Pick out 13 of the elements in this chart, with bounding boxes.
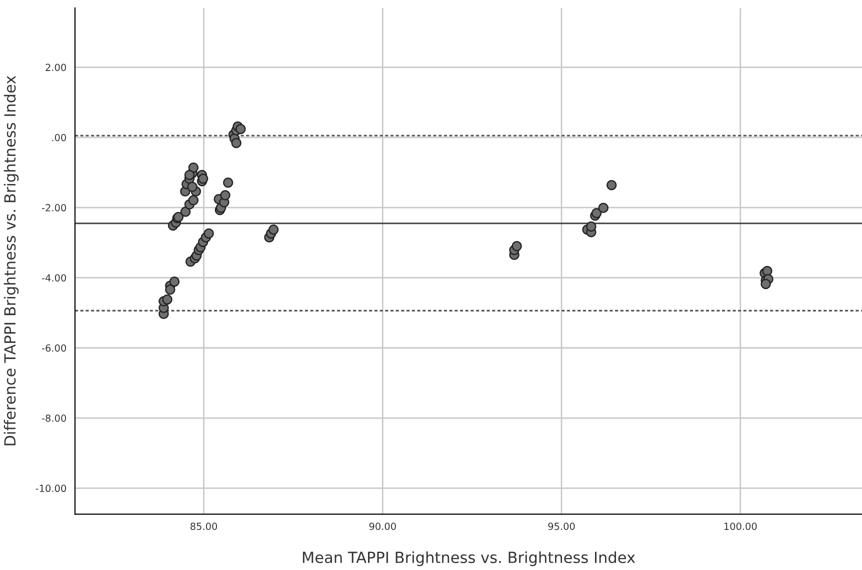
y-tick-label: .00 (52, 134, 66, 142)
y-tick-label: -2.00 (42, 204, 66, 212)
x-tick-label: 90.00 (369, 522, 396, 530)
x-axis-title: Mean TAPPI Brightness vs. Brightness Index (302, 551, 636, 566)
x-tick-label: 100.00 (724, 522, 757, 530)
y-axis-title: Difference TAPPI Brightness vs. Brightness Index (4, 76, 19, 446)
y-tick-label: -6.00 (42, 344, 66, 352)
y-tick-label: -10.00 (36, 484, 66, 492)
x-tick-label: 85.00 (190, 522, 218, 530)
y-tick-label: -8.00 (42, 414, 66, 422)
x-tick-label: 95.00 (548, 522, 575, 530)
y-tick-label: -4.00 (42, 274, 66, 282)
y-tick-label: 2.00 (46, 64, 66, 72)
